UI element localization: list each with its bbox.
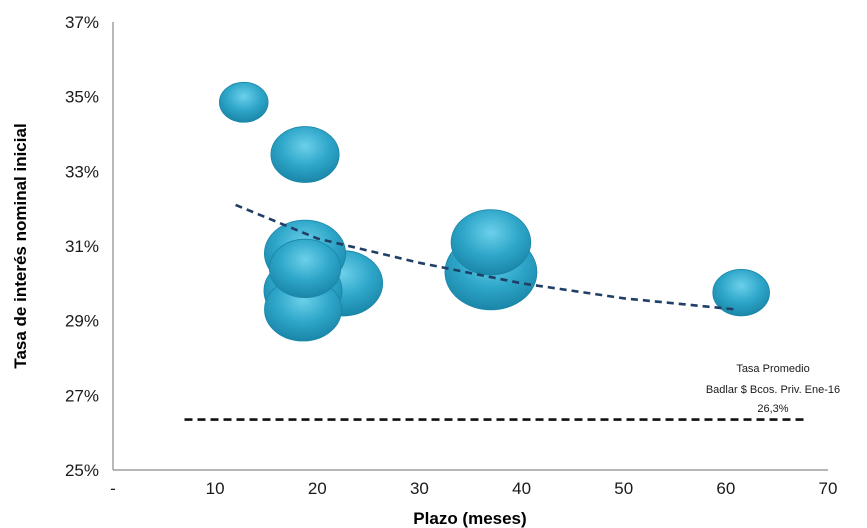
y-tick-label: 33% [65, 162, 99, 181]
y-tick-label: 27% [65, 386, 99, 405]
x-tick-label: 10 [206, 479, 225, 498]
y-tick-label: 25% [65, 461, 99, 480]
y-axis-title: Tasa de interés nominal inicial [11, 123, 30, 368]
x-axis-title: Plazo (meses) [413, 509, 526, 528]
y-tick-label: 29% [65, 312, 99, 331]
trendline [235, 203, 737, 311]
x-tick-label: 60 [716, 479, 735, 498]
x-tick-labels: - 10 20 30 40 50 60 70 [110, 479, 837, 498]
x-tick-label: 40 [512, 479, 531, 498]
y-tick-label: 31% [65, 237, 99, 256]
bubble [712, 269, 770, 317]
annotation-line-3: 26,3% [757, 403, 788, 415]
bubble [219, 81, 269, 123]
annotation-line-2: Badlar $ Bcos. Priv. Ene-16 [706, 384, 840, 396]
x-tick-label: 70 [819, 479, 838, 498]
y-tick-labels: 25% 27% 29% 31% 33% 35% 37% [65, 13, 99, 480]
x-tick-label: 30 [410, 479, 429, 498]
bubbles-layer [219, 81, 770, 342]
bubble [450, 209, 532, 276]
x-tick-label: 20 [308, 479, 327, 498]
bubble [268, 238, 342, 299]
bubble [270, 126, 340, 183]
x-tick-label: 50 [614, 479, 633, 498]
y-tick-label: 35% [65, 88, 99, 107]
annotation-line-1: Tasa Promedio [736, 363, 809, 375]
y-tick-label: 37% [65, 13, 99, 32]
x-tick-label: - [110, 479, 116, 498]
